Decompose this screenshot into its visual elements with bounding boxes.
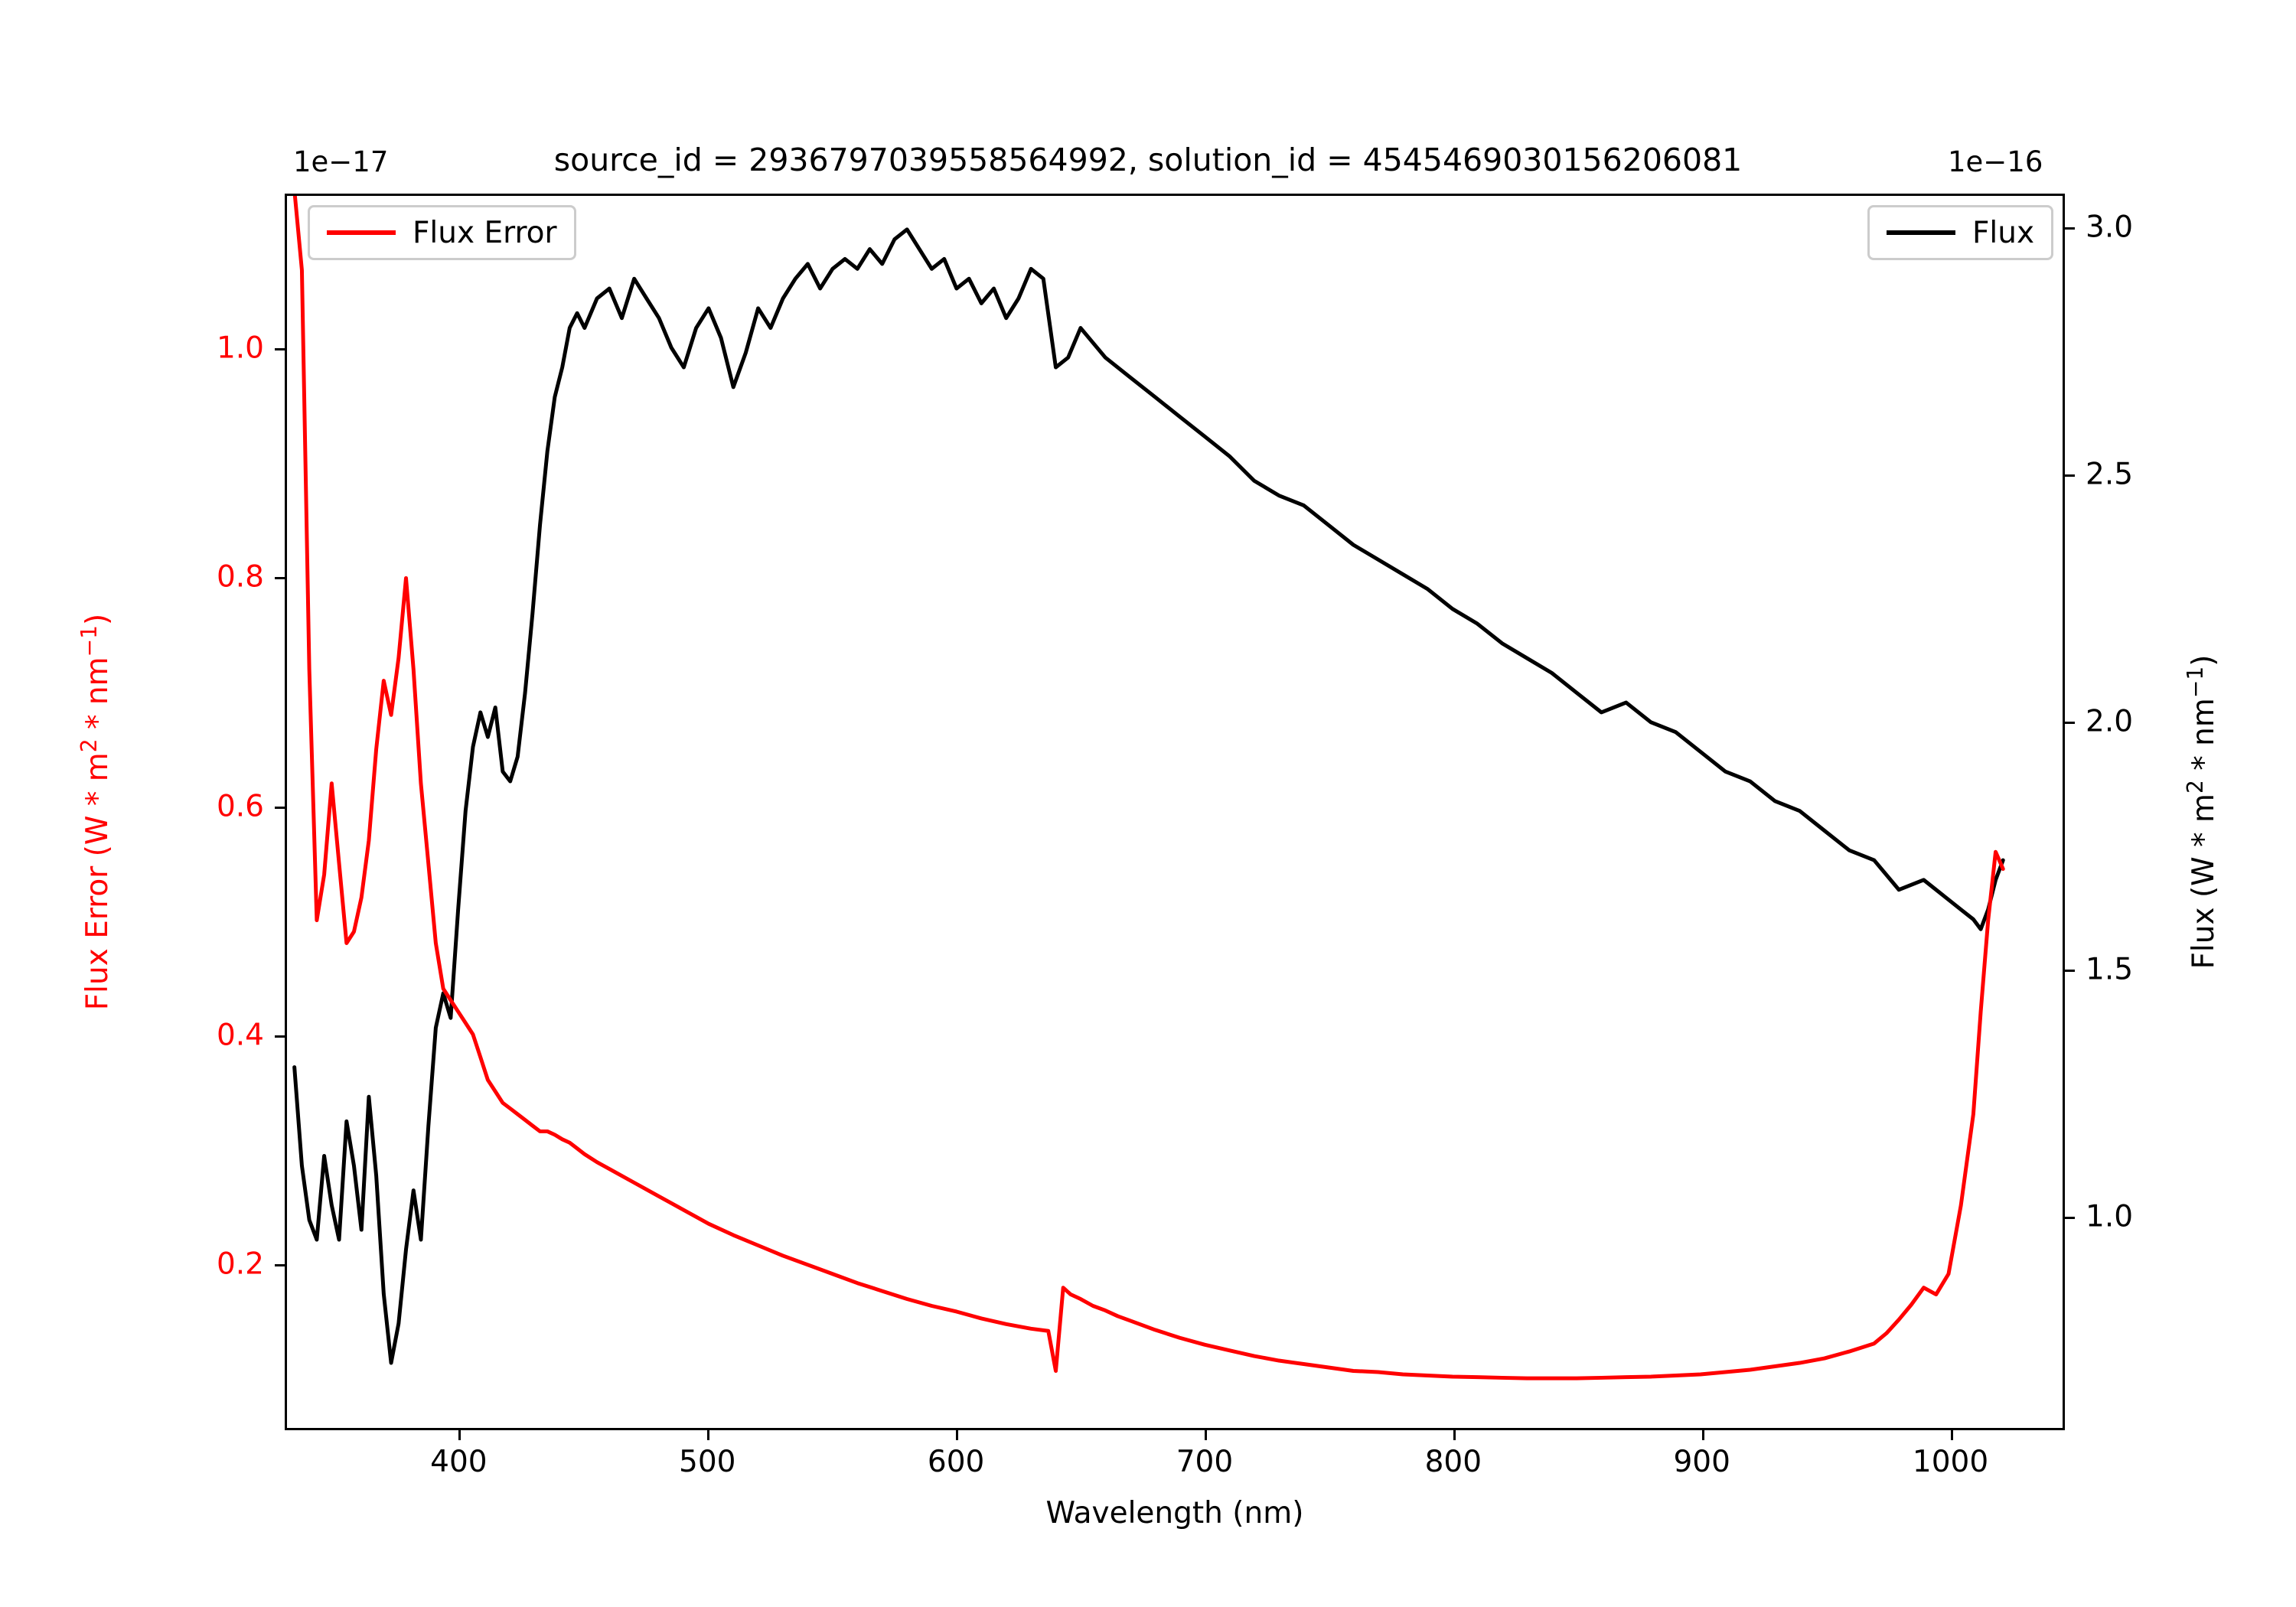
left-y-tick-mark (275, 1035, 285, 1038)
right-y-axis-label-sup2: −1 (2183, 666, 2208, 699)
left-y-axis-label-post: ) (80, 613, 115, 625)
right-y-axis-label-post: ) (2187, 654, 2221, 667)
left-y-tick-mark (275, 1264, 285, 1267)
right-y-tick-mark (2065, 722, 2075, 725)
left-y-tick-label: 0.2 (216, 1247, 264, 1282)
legend-flux[interactable]: Flux (1867, 205, 2054, 260)
right-y-tick-label: 3.0 (2086, 210, 2134, 245)
x-tick-mark (956, 1430, 959, 1440)
plot-title: source_id = 2936797039558564992, solutio… (553, 142, 1743, 178)
left-y-tick-label: 0.4 (216, 1018, 264, 1053)
left-y-tick-mark (275, 577, 285, 580)
legend-line-icon-flux-error (327, 230, 396, 235)
left-y-axis-label-sup2: −1 (77, 624, 102, 657)
x-tick-label: 500 (679, 1445, 736, 1479)
x-tick-mark (707, 1430, 710, 1440)
x-tick-label: 400 (430, 1445, 488, 1479)
left-axis-offset-exponent: 1e−17 (293, 145, 389, 178)
flux-error-line (292, 196, 2005, 1380)
right-axis-offset-exponent: 1e−16 (1948, 145, 2043, 178)
x-tick-label: 700 (1176, 1445, 1234, 1479)
right-y-axis-label-sup1: 2 (2183, 780, 2208, 794)
x-tick-label: 900 (1673, 1445, 1730, 1479)
right-y-tick-label: 1.0 (2086, 1199, 2134, 1234)
x-tick-label: 800 (1424, 1445, 1482, 1479)
left-y-axis-label-pre: Flux Error (W * m (80, 752, 115, 1011)
flux-line (292, 227, 2005, 1365)
x-tick-label: 600 (927, 1445, 985, 1479)
right-y-tick-mark (2065, 474, 2075, 478)
right-y-axis-label: Flux (W * m2 * nm−1) (2183, 506, 2221, 1118)
legend-line-icon-flux (1887, 230, 1955, 235)
left-y-axis-label-sup1: 2 (77, 738, 102, 753)
left-y-tick-label: 1.0 (216, 331, 264, 366)
right-y-axis-label-mid: * nm (2187, 698, 2221, 781)
x-tick-mark (458, 1430, 461, 1440)
plot-area (285, 194, 2065, 1430)
x-tick-label: 1000 (1912, 1445, 1989, 1479)
right-y-tick-mark (2065, 969, 2075, 972)
left-y-axis-label-mid: * nm (80, 657, 115, 739)
x-axis-label: Wavelength (nm) (1045, 1496, 1304, 1530)
right-y-tick-label: 2.5 (2086, 457, 2134, 492)
x-tick-mark (1950, 1430, 1953, 1440)
legend-flux-error[interactable]: Flux Error (308, 205, 576, 260)
right-y-tick-label: 1.5 (2086, 952, 2134, 987)
left-y-tick-mark (275, 806, 285, 809)
right-y-tick-mark (2065, 1216, 2075, 1219)
left-y-axis-label: Flux Error (W * m2 * nm−1) (77, 506, 115, 1118)
left-y-tick-mark (275, 348, 285, 350)
left-y-tick-label: 0.6 (216, 789, 264, 824)
x-tick-mark (1701, 1430, 1704, 1440)
legend-label-flux: Flux (1972, 215, 2035, 250)
spectrum-curves (292, 196, 2005, 1380)
right-y-tick-mark (2065, 227, 2075, 230)
right-y-tick-label: 2.0 (2086, 704, 2134, 739)
x-tick-mark (1453, 1430, 1456, 1440)
left-y-tick-label: 0.8 (216, 559, 264, 595)
x-tick-mark (1204, 1430, 1207, 1440)
right-y-axis-label-pre: Flux (W * m (2187, 793, 2221, 970)
legend-label-flux-error: Flux Error (413, 215, 557, 250)
